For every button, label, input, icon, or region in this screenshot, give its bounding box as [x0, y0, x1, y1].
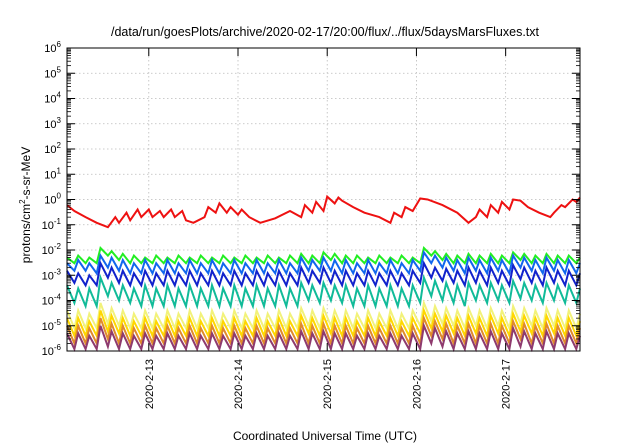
x-tick-label: 2020-2-14	[233, 359, 245, 409]
y-axis-label-sup: 2	[18, 199, 27, 204]
series-line-9	[66, 322, 581, 353]
y-tick-label: 103	[44, 116, 61, 131]
y-tick-label-exp: 2	[57, 141, 62, 150]
y-tick-label: 10-1	[42, 217, 62, 232]
y-tick-label: 102	[44, 141, 61, 156]
x-axis-label: Coordinated Universal Time (UTC)	[233, 429, 417, 443]
y-tick-label-exp: -6	[54, 343, 62, 352]
plot-frame	[66, 47, 581, 352]
series-lines	[66, 194, 581, 353]
series-line-5	[66, 273, 581, 310]
y-tick-label: 10-6	[42, 343, 62, 358]
x-tick-label: 2020-2-13	[144, 359, 156, 409]
y-tick-label-exp: 0	[57, 192, 62, 201]
y-tick-label: 10-4	[42, 293, 62, 308]
y-tick-label: 105	[44, 65, 61, 80]
y-tick-label: 10-3	[42, 267, 62, 282]
axis-ticks	[67, 47, 580, 352]
series-line-1	[66, 194, 581, 229]
y-axis-label: protons/cm2-s-sr-MeV	[18, 147, 33, 263]
y-tick-label-exp: -5	[54, 318, 62, 327]
y-tick-labels: 10-610-510-410-310-210-11001011021031041…	[42, 40, 62, 358]
series-line-6	[66, 299, 581, 332]
y-tick-label: 104	[44, 91, 61, 106]
y-tick-label-base: 10	[42, 296, 54, 308]
y-tick-label-exp: 1	[57, 166, 62, 175]
y-tick-label: 10-2	[42, 242, 62, 257]
x-tick-labels: 2020-2-13 2020-2-14 2020-2-15 2020-2-16 2020…	[144, 359, 513, 409]
y-tick-label-base: 10	[42, 245, 54, 257]
x-tick-label: 2020-2-15	[322, 359, 334, 409]
series-line-7	[66, 306, 581, 340]
y-tick-label-exp: -1	[54, 217, 62, 226]
y-tick-label-exp: 6	[57, 40, 62, 49]
y-tick-label-exp: 5	[57, 65, 62, 74]
x-tick-label: 2020-2-16	[411, 359, 423, 409]
grid-lines	[67, 48, 580, 351]
y-tick-label-base: 10	[44, 169, 56, 181]
y-tick-label-base: 10	[44, 119, 56, 131]
chart-title: /data/run/goesPlots/archive/2020-02-17/2…	[111, 25, 540, 39]
y-tick-label-exp: -2	[54, 242, 62, 251]
y-tick-label-base: 10	[42, 220, 54, 232]
y-tick-label-base: 10	[44, 68, 56, 80]
y-tick-label-exp: -4	[54, 293, 62, 302]
y-tick-label-base: 10	[44, 94, 56, 106]
y-tick-label-exp: 4	[57, 91, 62, 100]
series-line-3	[66, 249, 581, 277]
y-tick-label-base: 10	[44, 43, 56, 55]
y-axis-label-post: -s-sr-MeV	[19, 147, 33, 200]
y-tick-label-base: 10	[42, 270, 54, 282]
series-line-4	[66, 260, 581, 289]
y-tick-label-exp: -3	[54, 267, 62, 276]
y-tick-label-base: 10	[44, 195, 56, 207]
x-tick-label: 2020-2-17	[501, 359, 513, 409]
y-tick-label: 100	[44, 192, 61, 207]
y-tick-label-base: 10	[42, 321, 54, 333]
y-tick-label: 106	[44, 40, 61, 55]
series-line-8	[66, 314, 581, 348]
y-tick-label-base: 10	[42, 346, 54, 358]
y-tick-label: 10-5	[42, 318, 62, 333]
series-line-2	[66, 246, 581, 266]
y-tick-label-exp: 3	[57, 116, 62, 125]
y-tick-label: 101	[44, 166, 61, 181]
y-axis-label-pre: protons/cm	[19, 204, 33, 263]
y-tick-label-base: 10	[44, 144, 56, 156]
